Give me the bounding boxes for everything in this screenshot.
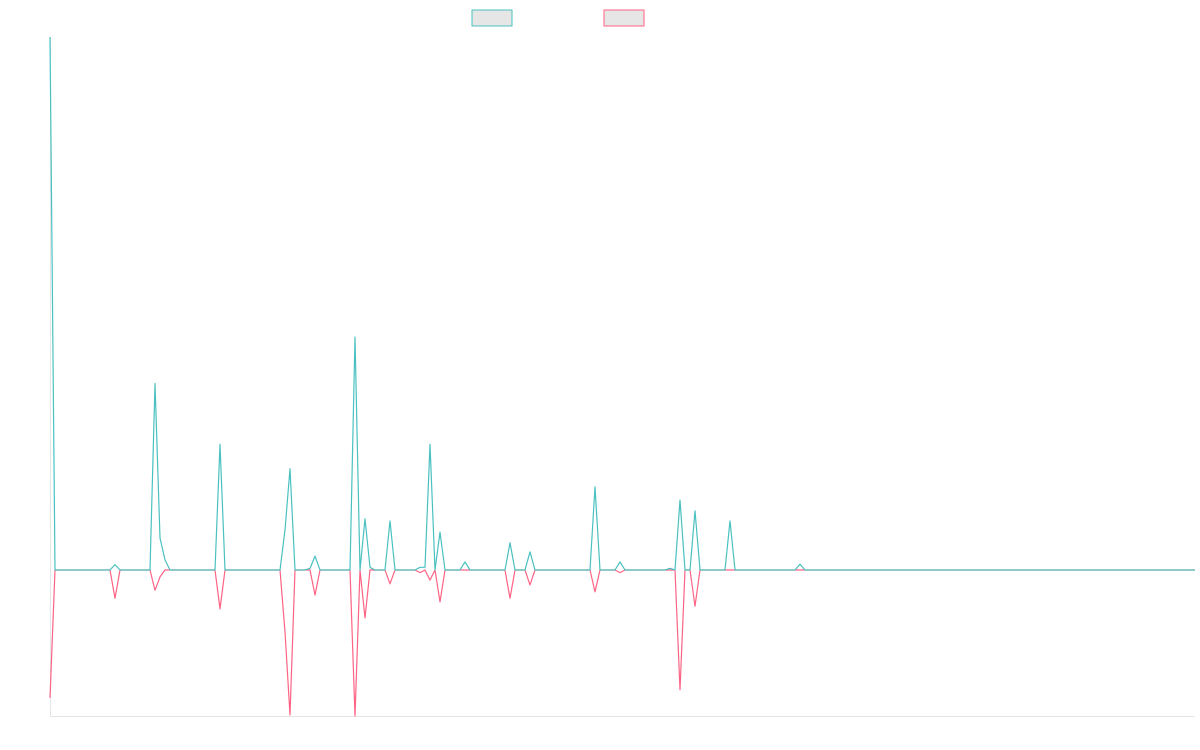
series-line bbox=[49, 36, 1195, 571]
series-line bbox=[49, 569, 1195, 717]
legend-swatch bbox=[471, 9, 513, 27]
legend-swatch bbox=[603, 9, 645, 27]
